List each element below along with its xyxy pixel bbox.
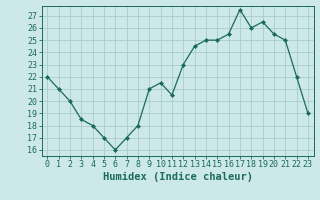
X-axis label: Humidex (Indice chaleur): Humidex (Indice chaleur) xyxy=(103,172,252,182)
